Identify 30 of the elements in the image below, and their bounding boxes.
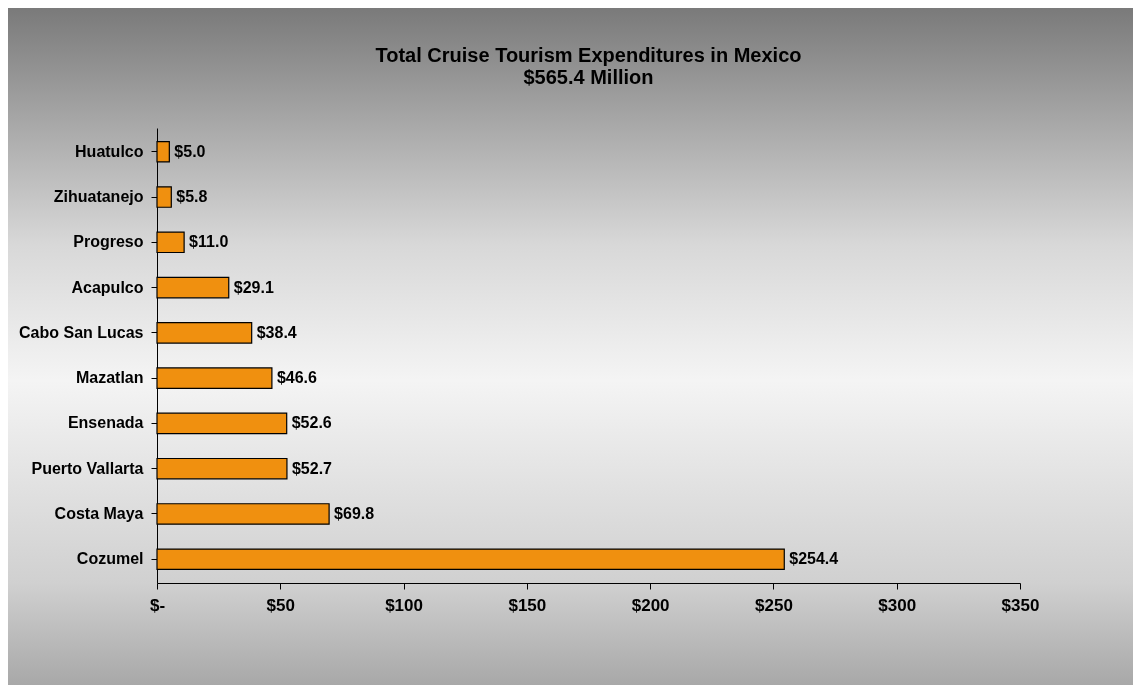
data-label: $5.0 bbox=[174, 142, 206, 160]
chart-title: Total Cruise Tourism Expenditures in Mexico bbox=[375, 44, 802, 66]
data-label: $69.8 bbox=[334, 504, 375, 522]
y-tick-label: Huatulco bbox=[75, 142, 144, 160]
x-tick-label: $50 bbox=[266, 595, 295, 615]
y-tick-label: Progreso bbox=[73, 233, 144, 251]
y-tick-label: Mazatlan bbox=[75, 369, 144, 387]
x-tick-label: $- bbox=[149, 595, 166, 615]
data-label: $254.4 bbox=[789, 550, 839, 568]
y-tick-label: Cozumel bbox=[76, 550, 144, 568]
data-label: $11.0 bbox=[189, 233, 229, 251]
x-tick-label: $200 bbox=[631, 595, 670, 615]
x-tick-label: $300 bbox=[878, 595, 917, 615]
data-label: $38.4 bbox=[256, 323, 297, 341]
data-label: $52.6 bbox=[291, 414, 332, 432]
x-tick-label: $150 bbox=[508, 595, 547, 615]
x-tick-label: $100 bbox=[385, 595, 423, 615]
x-tick-label: $350 bbox=[1001, 595, 1040, 615]
y-tick-label: Acapulco bbox=[71, 278, 144, 296]
chart-subtitle: $565.4 Million bbox=[523, 66, 654, 88]
y-tick-label: Ensenada bbox=[67, 414, 144, 432]
data-label: $5.8 bbox=[176, 188, 208, 206]
y-tick-label: Cabo San Lucas bbox=[19, 323, 144, 341]
data-label: $52.7 bbox=[291, 459, 333, 477]
x-tick-label: $250 bbox=[755, 595, 793, 615]
y-tick-label: Puerto Vallarta bbox=[31, 459, 144, 477]
data-label: $46.6 bbox=[276, 369, 318, 387]
data-label: $29.1 bbox=[233, 278, 274, 296]
y-tick-label: Zihuatanejo bbox=[53, 188, 144, 206]
y-tick-label: Costa Maya bbox=[54, 504, 144, 522]
